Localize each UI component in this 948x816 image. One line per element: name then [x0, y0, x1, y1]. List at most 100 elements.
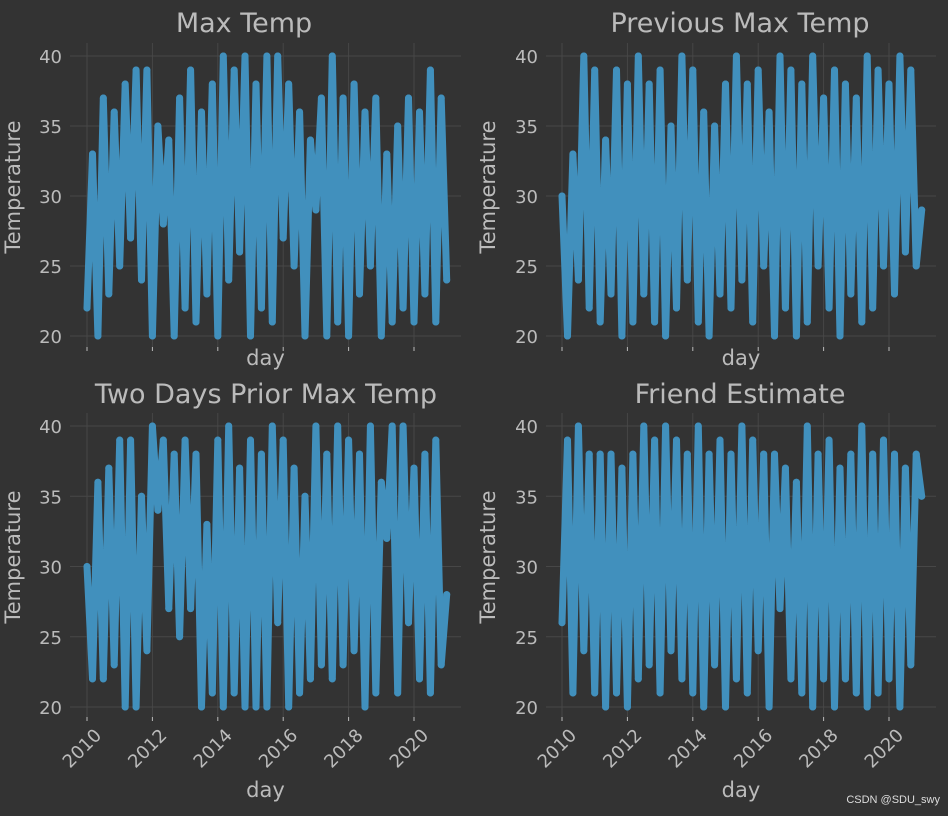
data-point: [198, 109, 205, 116]
data-point: [138, 493, 145, 500]
x-tick-label: 2018: [795, 725, 842, 772]
data-point: [826, 437, 833, 444]
data-point: [214, 437, 221, 444]
data-point: [203, 291, 210, 298]
data-point: [351, 81, 358, 88]
data-point: [372, 689, 379, 696]
data-point: [831, 704, 838, 711]
data-point: [421, 451, 428, 458]
data-point: [302, 333, 309, 340]
y-tick-label: 25: [39, 257, 62, 278]
data-point: [176, 633, 183, 640]
y-tick-label: 20: [39, 698, 62, 719]
data-point: [629, 451, 636, 458]
data-point: [902, 465, 909, 472]
data-point: [744, 81, 751, 88]
series-line: [562, 426, 922, 707]
data-point: [580, 647, 587, 654]
data-point: [869, 451, 876, 458]
data-point: [416, 675, 423, 682]
data-point: [133, 704, 140, 711]
data-point: [242, 53, 249, 60]
data-point: [307, 675, 314, 682]
data-point: [826, 305, 833, 312]
series-line: [87, 56, 447, 336]
data-point: [383, 151, 390, 158]
data-point: [580, 53, 587, 60]
data-point: [421, 291, 428, 298]
y-tick-label: 25: [39, 628, 62, 649]
data-point: [918, 493, 925, 500]
data-point: [258, 305, 265, 312]
y-axis-label: Temperature: [476, 120, 500, 254]
data-point: [89, 151, 96, 158]
data-point: [165, 605, 172, 612]
data-point: [378, 333, 385, 340]
y-axis-label: Temperature: [1, 490, 25, 624]
data-point: [307, 137, 314, 144]
x-tick-label: 2014: [665, 725, 712, 772]
data-point: [182, 305, 189, 312]
data-point: [367, 263, 374, 270]
data-point: [809, 704, 816, 711]
data-point: [684, 451, 691, 458]
data-point: [160, 221, 167, 228]
x-tick-label: 2010: [59, 725, 106, 772]
data-point: [711, 123, 718, 130]
data-point: [564, 333, 571, 340]
data-point: [809, 53, 816, 60]
data-point: [193, 451, 200, 458]
data-point: [902, 249, 909, 256]
data-point: [351, 647, 358, 654]
data-point: [668, 123, 675, 130]
x-axis-label: day: [246, 778, 285, 802]
data-point: [345, 437, 352, 444]
data-point: [389, 423, 396, 430]
x-tick-label: 2018: [320, 725, 367, 772]
data-point: [597, 451, 604, 458]
data-point: [569, 689, 576, 696]
data-point: [427, 67, 434, 74]
x-axis-label: day: [722, 778, 761, 802]
data-point: [263, 53, 270, 60]
y-tick-label: 35: [515, 117, 538, 138]
data-point: [318, 95, 325, 102]
data-point: [394, 123, 401, 130]
data-point: [133, 67, 140, 74]
data-point: [695, 319, 702, 326]
data-point: [907, 661, 914, 668]
data-point: [657, 689, 664, 696]
data-point: [198, 704, 205, 711]
data-point: [361, 109, 368, 116]
data-point: [231, 67, 238, 74]
data-point: [154, 507, 161, 514]
data-point: [220, 53, 227, 60]
x-tick-label: 2014: [190, 725, 237, 772]
data-point: [864, 704, 871, 711]
data-point: [334, 319, 341, 326]
data-point: [591, 689, 598, 696]
data-point: [777, 53, 784, 60]
data-point: [252, 81, 259, 88]
x-tick-label: 2016: [255, 725, 302, 772]
data-point: [334, 423, 341, 430]
data-point: [269, 319, 276, 326]
data-point: [613, 689, 620, 696]
data-point: [122, 81, 129, 88]
data-point: [635, 675, 642, 682]
data-point: [777, 605, 784, 612]
data-point: [575, 277, 582, 284]
data-point: [842, 675, 849, 682]
data-point: [372, 95, 379, 102]
data-point: [798, 81, 805, 88]
y-tick-label: 35: [39, 117, 62, 138]
y-tick-label: 30: [515, 187, 538, 208]
y-tick-label: 30: [39, 187, 62, 208]
data-point: [378, 479, 385, 486]
data-point: [149, 423, 156, 430]
data-point: [646, 81, 653, 88]
x-tick-label: 2012: [599, 725, 646, 772]
data-point: [438, 661, 445, 668]
data-point: [411, 319, 418, 326]
data-point: [635, 53, 642, 60]
